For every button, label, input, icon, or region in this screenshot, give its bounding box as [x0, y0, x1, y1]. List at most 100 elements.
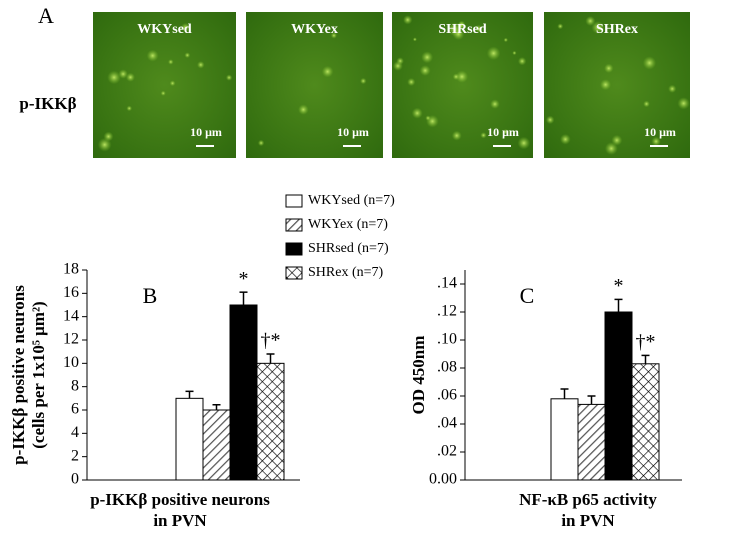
cell-spot: [330, 32, 338, 39]
legend-label: SHRsed (n=7): [308, 241, 389, 256]
y-tick-label: 12: [63, 331, 79, 348]
image-label: WKYex: [291, 22, 338, 37]
significance-mark: *: [239, 268, 249, 290]
cell-spot: [118, 69, 128, 79]
y-tick-label: .12: [437, 303, 457, 320]
cell-spot: [167, 59, 174, 65]
cell-spot: [451, 130, 462, 141]
y-tick-label: .08: [437, 359, 457, 376]
bar: [256, 362, 285, 481]
cell-spot: [125, 72, 135, 82]
cell-spot: [107, 70, 121, 85]
cell-spot: [360, 77, 367, 85]
bar: [550, 398, 579, 481]
cell-spot: [321, 65, 334, 78]
scale-label: 10 μm: [644, 125, 676, 139]
bar: [631, 363, 660, 481]
cell-spot: [184, 52, 191, 59]
panel-label: A: [38, 3, 54, 28]
cell-spot: [407, 77, 416, 87]
cell-spot: [197, 61, 205, 69]
image-label: WKYsed: [137, 22, 192, 37]
cell-spot: [225, 74, 233, 81]
cell-spot: [651, 136, 661, 147]
significance-mark: *: [614, 275, 624, 297]
scale-label: 10 μm: [190, 125, 222, 139]
cell-spot: [512, 50, 517, 56]
cell-spot: [677, 97, 690, 110]
significance-mark: †*: [261, 330, 281, 352]
micrograph: [93, 12, 236, 158]
cell-spot: [298, 104, 309, 115]
y-axis-label: (cells per 1x10⁵ μm²): [29, 301, 48, 448]
cell-spot: [585, 16, 596, 27]
cell-spot: [146, 49, 159, 62]
y-tick-label: 18: [63, 261, 79, 278]
cell-spot: [412, 37, 417, 42]
x-axis-label: NF-κB p65 activity: [519, 490, 657, 509]
cell-spot: [560, 133, 571, 145]
cell-spot: [305, 27, 311, 32]
bar: [175, 397, 204, 481]
bar: [202, 409, 231, 481]
cell-spot: [392, 61, 403, 71]
cell-spot: [604, 142, 618, 155]
cell-spot: [517, 136, 531, 150]
legend-swatch: [285, 194, 303, 208]
bar: [229, 304, 258, 481]
image-label: SHRex: [596, 22, 638, 37]
cell-spot: [180, 22, 190, 32]
cell-spot: [455, 70, 469, 83]
cell-spot: [503, 37, 508, 43]
cell-spot: [643, 100, 650, 108]
cell-spot: [480, 132, 487, 139]
scale-label: 10 μm: [337, 125, 369, 139]
cell-spot: [503, 128, 509, 135]
x-axis-label: p-IKKβ positive neurons: [90, 490, 270, 509]
cell-spot: [126, 105, 133, 112]
bar: [577, 403, 606, 481]
cell-spot: [403, 15, 413, 25]
panel-label: C: [520, 283, 535, 308]
y-tick-label: .04: [437, 415, 457, 432]
cell-spot: [600, 79, 612, 91]
bar: [604, 311, 633, 481]
y-tick-label: 6: [71, 401, 79, 418]
cell-spot: [257, 139, 265, 147]
y-tick-label: 0.00: [429, 471, 457, 488]
y-axis-label: p-IKKβ positive neurons: [9, 285, 28, 465]
panel-label: B: [143, 283, 158, 308]
legend-swatch: [285, 242, 303, 256]
cell-spot: [642, 56, 657, 70]
x-axis-label: in PVN: [561, 511, 615, 530]
cell-spot: [557, 23, 564, 30]
scale-label: 10 μm: [487, 125, 519, 139]
row-label: p-IKKβ: [19, 94, 76, 113]
y-tick-label: 0: [71, 471, 79, 488]
y-tick-label: .14: [437, 275, 457, 292]
y-tick-label: 2: [71, 447, 79, 464]
legend-swatch: [285, 218, 303, 232]
x-axis-label: in PVN: [153, 511, 207, 530]
y-tick-label: 8: [71, 377, 79, 394]
y-tick-label: .02: [437, 443, 457, 460]
cell-spot: [452, 73, 460, 81]
image-label: SHRsed: [438, 22, 486, 37]
cell-spot: [452, 28, 465, 40]
cell-spot: [169, 80, 176, 87]
cell-spot: [545, 115, 555, 125]
micrograph: [544, 12, 690, 158]
y-tick-label: 16: [63, 284, 79, 301]
cell-spot: [419, 65, 431, 76]
cell-spot: [457, 21, 465, 30]
y-tick-label: .06: [437, 387, 457, 404]
legend-swatch: [285, 266, 303, 280]
cell-spot: [426, 114, 439, 128]
cell-spot: [490, 99, 500, 109]
cell-spot: [421, 51, 434, 64]
y-tick-label: 4: [71, 424, 79, 441]
y-axis-label: OD 450nm: [409, 336, 428, 415]
cell-spot: [591, 21, 605, 34]
cell-spot: [668, 84, 677, 93]
